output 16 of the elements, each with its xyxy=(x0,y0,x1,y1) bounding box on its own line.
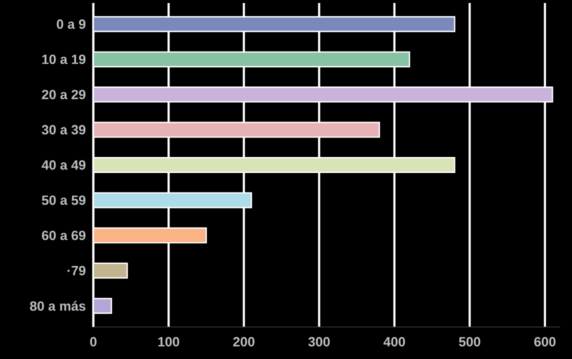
y-tick-label: 30 a 39 xyxy=(42,125,86,134)
x-tick-label: 100 xyxy=(158,337,180,346)
x-tick-label: 500 xyxy=(458,337,480,346)
y-tick-label: 60 a 69 xyxy=(42,230,86,240)
y-tick-label: 0 a 9 xyxy=(56,19,86,29)
x-tick-label: 600 xyxy=(534,337,556,346)
y-tick-label: 50 a 59 xyxy=(42,195,86,205)
x-tick-label: 300 xyxy=(308,337,330,346)
y-tick-label: 20 a 29 xyxy=(42,90,86,100)
x-tick-label: 0 xyxy=(90,337,97,346)
x-tick-label: 200 xyxy=(233,337,254,346)
y-tick-label: 40 a 49 xyxy=(42,160,86,170)
y-tick-label: ·79 xyxy=(68,266,86,276)
y-tick-label: 10 a 19 xyxy=(42,54,86,64)
x-tick-label: 400 xyxy=(383,337,405,346)
y-tick-label: 80 a más xyxy=(30,300,86,311)
